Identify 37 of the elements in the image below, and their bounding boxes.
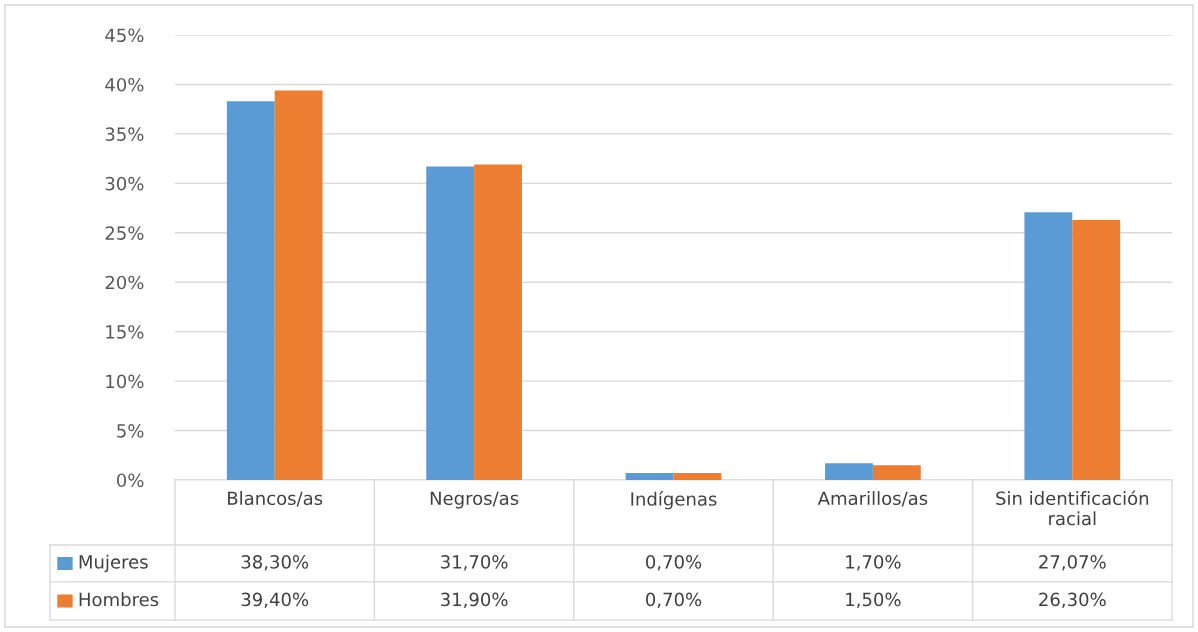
bar xyxy=(673,473,722,480)
data-label: 39,40% xyxy=(241,592,309,609)
x-tick-label: Amarillos/as xyxy=(817,491,928,507)
bar xyxy=(1072,219,1121,480)
y-tick-label: 15% xyxy=(106,325,144,339)
x-tick-label: Sin identificación racial xyxy=(996,490,1149,526)
y-tick-label: 20% xyxy=(105,275,144,290)
bar xyxy=(474,164,522,480)
y-tick-label: 40% xyxy=(105,77,144,92)
y-tick-label: 25% xyxy=(105,226,144,240)
legend-label: Hombres xyxy=(79,592,159,607)
bar xyxy=(1024,212,1073,480)
y-tick-label: 10% xyxy=(106,374,144,389)
bar xyxy=(226,101,275,480)
bar xyxy=(872,465,921,480)
data-label: 1,50% xyxy=(846,592,901,609)
x-tick-label: Negros/as xyxy=(430,491,519,509)
data-label: 27,07% xyxy=(1039,555,1106,571)
y-tick-label: 30% xyxy=(105,176,144,191)
y-tick-label: 45% xyxy=(105,28,144,43)
data-label: 26,30% xyxy=(1039,592,1106,609)
y-tick-label: 35% xyxy=(105,127,144,142)
x-tick-label: Indígenas xyxy=(631,491,717,510)
legend-label: Mujeres xyxy=(79,554,148,573)
data-label: 31,90% xyxy=(441,592,508,609)
data-label: 0,70% xyxy=(646,555,702,571)
bar xyxy=(825,463,873,480)
data-label: 0,70% xyxy=(646,592,702,609)
y-tick-label: 0% xyxy=(116,473,144,488)
data-label: 31,70% xyxy=(441,555,508,571)
bar xyxy=(625,473,674,480)
x-tick-label: Blancos/as xyxy=(228,491,323,507)
bar xyxy=(274,90,323,480)
data-label: 1,70% xyxy=(846,555,901,571)
bar xyxy=(426,166,475,480)
y-tick-label: 5% xyxy=(117,424,144,438)
data-label: 38,30% xyxy=(241,555,309,571)
